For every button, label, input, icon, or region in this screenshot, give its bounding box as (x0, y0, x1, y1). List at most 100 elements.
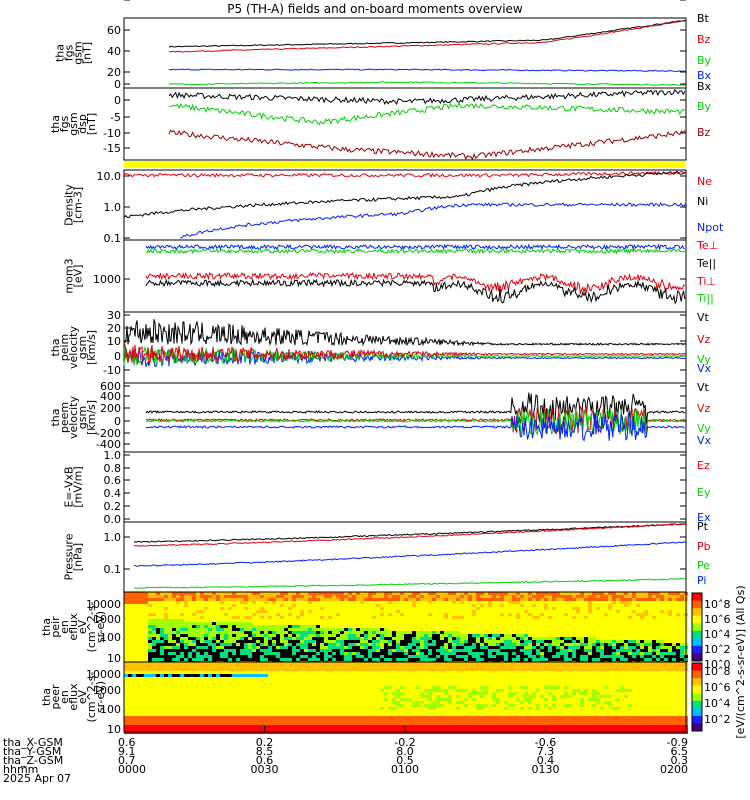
spectrogram-cell (164, 689, 168, 692)
spectrogram-cell (172, 683, 176, 686)
spectrogram-cell (356, 652, 360, 655)
spectrogram-cell (580, 652, 584, 655)
legend-entry: Bt (697, 12, 710, 25)
spectrogram-cell (320, 677, 324, 680)
spectrogram-cell (484, 628, 488, 631)
spectrogram-cell (328, 671, 332, 674)
spectrogram-cell (276, 652, 280, 655)
spectrogram-cell (128, 683, 132, 686)
spectrogram-cell (280, 592, 284, 595)
spectrogram-cell (504, 655, 508, 658)
spectrogram-cell (312, 698, 316, 701)
spectrogram-cell (336, 607, 340, 610)
spectrogram-cell (460, 622, 464, 625)
spectrogram-cell (204, 610, 208, 613)
spectrogram-cell (308, 689, 312, 692)
spectrogram-cell (192, 677, 196, 680)
spectrogram-cell (472, 625, 476, 628)
spectrogram-cell (188, 728, 192, 731)
spectrogram-cell (260, 607, 264, 610)
spectrogram-cell (532, 616, 536, 619)
spectrogram-cell (184, 692, 188, 695)
spectrogram-cell (260, 598, 264, 601)
spectrogram-cell (292, 725, 296, 728)
spectrogram-cell (588, 649, 592, 652)
spectrogram-cell (228, 637, 232, 640)
spectrogram-cell (324, 625, 328, 628)
spectrogram-cell (244, 698, 248, 701)
spectrogram-cell (588, 619, 592, 622)
spectrogram-cell (416, 628, 420, 631)
spectrogram-cell (408, 622, 412, 625)
spectrogram-cell (608, 598, 612, 601)
spectrogram-cell (152, 698, 156, 701)
spectrogram-cell (348, 628, 352, 631)
y-axis-label-line: dsp (76, 114, 89, 134)
spectrogram-cell (624, 634, 628, 637)
spectrogram-cell (512, 646, 516, 649)
spectrogram-cell (128, 637, 132, 640)
spectrogram-cell (188, 607, 192, 610)
spectrogram-cell (564, 601, 568, 604)
spectrogram-cell (148, 634, 152, 637)
spectrogram-cell (660, 640, 664, 643)
spectrogram-cell (316, 665, 320, 668)
spectrogram-cell (168, 640, 172, 643)
spectrogram-cell (128, 674, 132, 677)
spectrogram-cell (152, 710, 156, 713)
spectrogram-cell (448, 595, 452, 598)
spectrogram-cell (280, 622, 284, 625)
spectrogram-cell (248, 698, 252, 701)
spectrogram-cell (524, 637, 528, 640)
spectrogram-cell (132, 637, 136, 640)
spectrogram-cell (452, 616, 456, 619)
spectrogram-cell (244, 637, 248, 640)
spectrogram-cell (260, 728, 264, 731)
spectrogram-cell (220, 613, 224, 616)
spectrogram-cell (300, 716, 304, 719)
spectrogram-cell (624, 649, 628, 652)
spectrogram-cell (600, 622, 604, 625)
spectrogram-cell (284, 610, 288, 613)
spectrogram-cell (576, 643, 580, 646)
spectrogram-cell (556, 637, 560, 640)
spectrogram-cell (328, 686, 332, 689)
spectrogram-cell (680, 601, 684, 604)
spectrogram-cell (640, 652, 644, 655)
spectrogram-cell (288, 662, 292, 665)
spectrogram-cell (304, 683, 308, 686)
spectrogram-cell (472, 655, 476, 658)
spectrogram-cell (276, 686, 280, 689)
spectrogram-cell (244, 713, 248, 716)
spectrogram-cell (524, 649, 528, 652)
spectrogram-cell (240, 640, 244, 643)
spectrogram-cell (292, 710, 296, 713)
spectrogram-cell (440, 607, 444, 610)
spectrogram-cell (224, 680, 228, 683)
spectrogram-cell (568, 628, 572, 631)
spectrogram-cell (164, 604, 168, 607)
spectrogram-cell (520, 610, 524, 613)
spectrogram-cell (144, 662, 148, 665)
spectrogram-cell (176, 665, 180, 668)
spectrogram-cell (188, 698, 192, 701)
spectrogram-cell (284, 698, 288, 701)
spectrogram-cell (228, 680, 232, 683)
spectrogram-cell (340, 637, 344, 640)
spectrogram-cell (144, 637, 148, 640)
spectrogram-cell (196, 655, 200, 658)
spectrogram-cell (580, 643, 584, 646)
spectrogram-cell (332, 658, 336, 661)
spectrogram-cell (584, 610, 588, 613)
spectrogram-cell (584, 655, 588, 658)
spectrogram-cell (560, 592, 564, 595)
spectrogram-cell (604, 649, 608, 652)
spectrogram-cell (344, 625, 348, 628)
spectrogram-cell (148, 622, 152, 625)
spectrogram-cell (668, 649, 672, 652)
spectrogram-cell (520, 604, 524, 607)
spectrogram-cell (440, 631, 444, 634)
spectrogram-cell (548, 649, 552, 652)
spectrogram-cell (152, 652, 156, 655)
spectrogram-cell (188, 643, 192, 646)
